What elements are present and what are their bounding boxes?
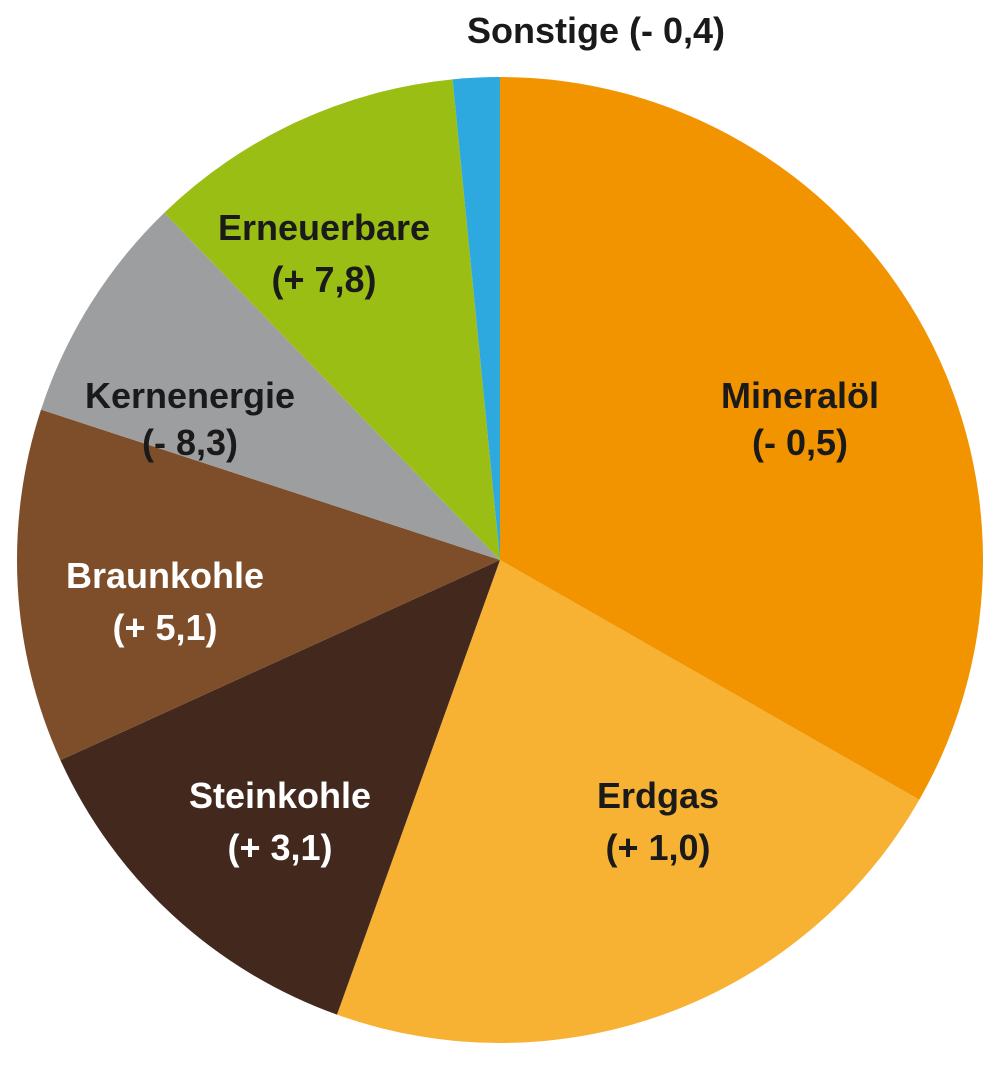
pie-slice-sonstige [452,77,500,560]
pie-label-name: Erneuerbare [218,207,430,248]
pie-label-braunkohle: Braunkohle (+ 5,1) [66,555,264,648]
pie-label-mineraloel: Mineralöl (- 0,5) [721,375,879,463]
pie-label-change: (+ 7,8) [271,259,376,300]
pie-label-change: (- 8,3) [142,422,238,463]
pie-label-erdgas: Erdgas (+ 1,0) [597,775,719,868]
pie-label-name: Kernenergie [85,375,295,416]
pie-label-kernenergie: Kernenergie (- 8,3) [85,375,295,463]
pie-slices [17,77,984,1044]
pie-label-steinkohle: Steinkohle (+ 3,1) [189,775,371,868]
pie-label-text: Sonstige (- 0,4) [467,10,725,51]
pie-label-name: Mineralöl [721,375,879,416]
pie-label-change: (+ 3,1) [227,827,332,868]
pie-label-change: (+ 1,0) [605,827,710,868]
pie-label-name: Braunkohle [66,555,264,596]
pie-label-name: Erdgas [597,775,719,816]
pie-label-name: Steinkohle [189,775,371,816]
pie-labels: Mineralöl (- 0,5) Erdgas (+ 1,0) Steinkohle (… [66,10,879,868]
pie-slice-mineraloel [500,77,984,800]
pie-slice-erneuerbare [164,79,501,560]
pie-label-change: (+ 5,1) [112,607,217,648]
pie-slice-braunkohle [17,409,500,761]
pie-label-change: (- 0,5) [752,422,848,463]
pie-slice-steinkohle [60,560,501,1015]
pie-label-sonstige: Sonstige (- 0,4) [467,10,725,51]
pie-label-erneuerbare: Erneuerbare (+ 7,8) [218,207,430,300]
pie-slice-erdgas [336,560,920,1044]
pie-slice-kernenergie [41,212,500,561]
